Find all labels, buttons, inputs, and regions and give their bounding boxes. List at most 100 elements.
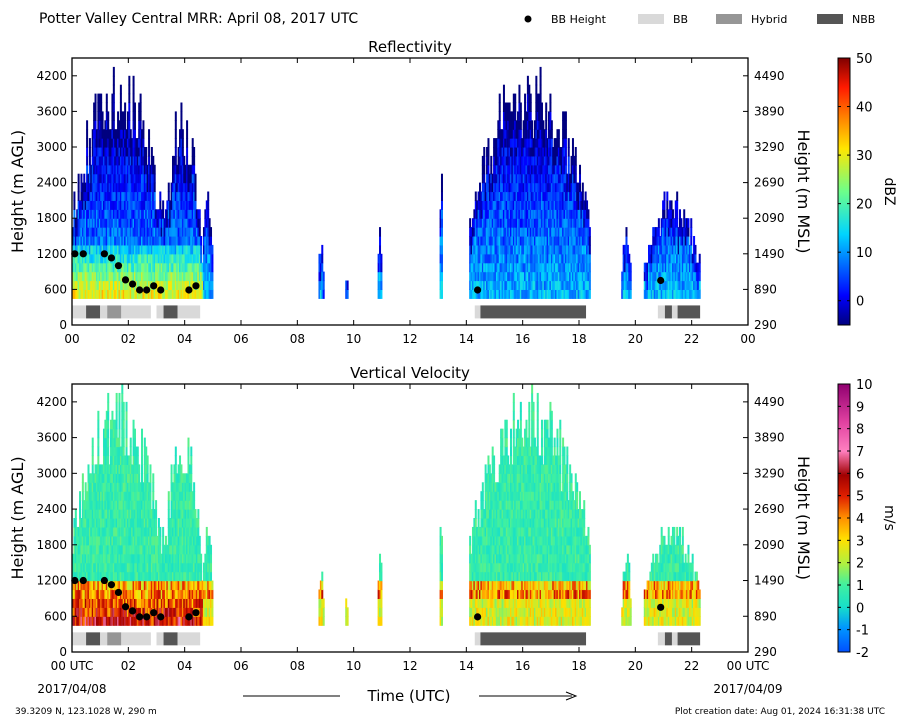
x-tick-label: 22 [684,659,699,673]
y-tick-label: 1200 [36,574,67,588]
bb-height-point [157,613,165,621]
bb-class-bar-bb [671,632,678,646]
y-tick-label: 2400 [36,176,67,190]
y-axis-label: Height (m AGL) [8,456,27,579]
x-tick-label: 06 [233,332,248,346]
bb-class-bar-bb [100,632,108,646]
velocity-field [72,384,701,626]
reflectivity-field [72,66,701,299]
y-axis-label: Height (m AGL) [8,130,27,253]
y-axis-label-right: Height (m MSL) [794,129,813,253]
bb-height-point [143,286,151,294]
bb-class-bar-bb [121,632,151,646]
x-tick-label: 06 [233,659,248,673]
colorbar-tick-label: 6 [856,467,864,482]
colorbar-tick-label: 10 [856,246,873,261]
bb-class-bar-nbb [664,305,672,319]
colorbar-label: m/s [881,505,897,531]
bb-height-point [150,282,158,290]
legend-label: NBB [852,13,875,26]
colorbar-tick-label: 3 [856,534,864,549]
y-tick-label: 0 [59,318,67,332]
y-tick-label-right: 290 [754,318,777,332]
bb-height-point [150,609,158,617]
y-tick-label-right: 3290 [754,140,785,154]
bb-height-point [100,250,108,258]
y-tick-label-right: 890 [754,609,777,623]
y-tick-label: 4200 [36,69,67,83]
bb-height-point [185,613,193,621]
bb-class-bar-hybrid [107,632,122,646]
bb-height-point [657,276,665,285]
colorbar [837,57,851,326]
x-tick-label: 08 [290,659,305,673]
x-tick-label: 14 [459,659,474,673]
x-tick-label: 04 [177,659,192,673]
x-tick-label: 10 [346,332,361,346]
y-tick-label-right: 2690 [754,176,785,190]
colorbar-tick-label: 30 [856,149,873,164]
x-tick-label: 00 UTC [727,659,770,673]
bb-height-point [157,286,165,294]
end-date-label: 2017/04/09 [713,682,782,696]
x-tick-label: 00 [740,332,755,346]
colorbar-tick-label: 2 [856,557,864,572]
bb-class-bar-nbb [664,632,672,646]
bb-class-bar-bb [156,632,164,646]
y-tick-label: 600 [44,282,67,296]
legend-swatch-bb [638,14,664,24]
bb-class-bar-bb [474,305,481,319]
x-tick-label: 00 UTC [51,659,94,673]
bb-class-bar-nbb [677,305,701,319]
bb-height-point [185,286,193,294]
bb-class-bar-nbb [163,305,178,319]
y-tick-label: 1200 [36,247,67,261]
y-tick-label: 3000 [36,140,67,154]
bb-height-point [79,250,87,258]
y-tick-label-right: 2090 [754,211,785,225]
bb-height-point [121,603,130,611]
legend-label: Hybrid [751,13,787,26]
bb-class-bar-bb [657,632,665,646]
y-tick-label: 0 [59,645,67,659]
y-tick-label-right: 3890 [754,431,785,445]
bb-height-point [121,276,130,284]
y-tick-label-right: 2090 [754,538,785,552]
legend-swatch-hybrid [716,14,742,24]
figure-legend: BB Height BB Hybrid NBB [524,13,875,26]
y-tick-label-right: 2690 [754,502,785,516]
x-tick-label: 14 [459,332,474,346]
y-tick-label: 1800 [36,211,67,225]
bb-class-bar-bb [121,305,151,319]
legend-swatch-nbb [817,14,843,24]
colorbar-tick-label: 0 [856,295,864,310]
y-tick-label: 3600 [36,431,67,445]
creation-date-text: Plot creation date: Aug 01, 2024 16:31:3… [675,707,885,717]
bb-height-point [114,262,123,270]
x-tick-label: 02 [121,332,136,346]
colorbar-tick-label: -1 [856,624,869,639]
x-tick-label: 04 [177,332,192,346]
bb-class-bar-bb [72,632,87,646]
x-tick-label: 22 [684,332,699,346]
bb-class-bar-bb [72,305,87,319]
bb-class-bar-nbb [480,305,587,319]
legend-label: BB Height [551,13,607,26]
x-tick-label: 10 [346,659,361,673]
x-tick-label: 00 [64,332,79,346]
bb-height-point [192,282,200,290]
bb-class-bar-nbb [86,305,101,319]
bb-height-point [474,613,482,621]
bb-height-point [114,588,123,597]
colorbar-tick-label: 5 [856,490,864,505]
time-arrow-head [565,691,578,701]
bb-class-bar-nbb [677,632,701,646]
y-tick-label: 2400 [36,502,67,516]
bb-class-bar-bb [177,305,201,319]
colorbar-tick-label: 7 [856,445,864,460]
colorbar-tick-label: 1 [856,579,864,594]
bb-class-bar-nbb [86,632,101,646]
y-tick-label: 4200 [36,395,67,409]
y-tick-label-right: 890 [754,282,777,296]
